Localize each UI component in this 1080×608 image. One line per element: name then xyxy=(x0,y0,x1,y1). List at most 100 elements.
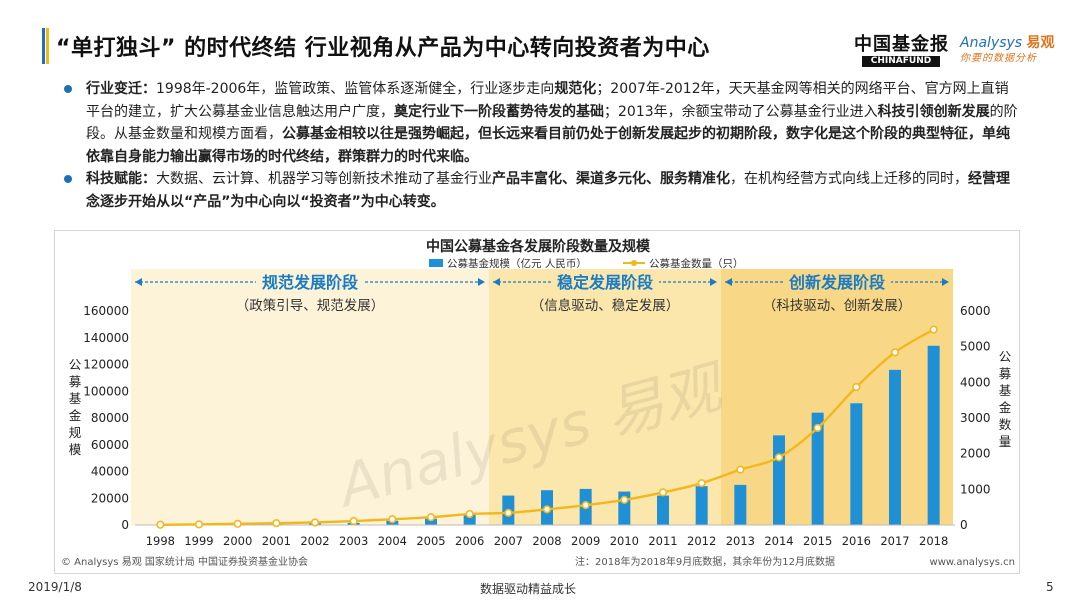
x-tick-label: 2007 xyxy=(494,534,523,548)
stage-band xyxy=(721,269,953,525)
stage-label-bg xyxy=(256,271,364,293)
y-left-tick-label: 140000 xyxy=(83,331,129,345)
bullet-emphasis: 规范化 xyxy=(554,81,597,97)
line-point-mark xyxy=(620,495,629,504)
line-point-mark xyxy=(233,519,242,528)
y-right-tick-label: 6000 xyxy=(960,304,991,318)
y-left-tick-label: 20000 xyxy=(91,491,129,505)
chart-site: www.analysys.cn xyxy=(930,557,1015,568)
y-right-tick-label: 2000 xyxy=(960,447,991,461)
bullet-emphasis: 科技引领创新发展 xyxy=(877,103,990,120)
stage-desc: （信息驱动、稳定发展） xyxy=(531,297,680,314)
line-point-mark xyxy=(813,423,822,433)
x-tick-label: 2012 xyxy=(687,534,716,548)
bullet-text: 1998年-2006年，监管政策、监管体系逐渐健全，行业逐步走向规范化；2007… xyxy=(86,81,1018,165)
y-right-tick-label: 0 xyxy=(960,518,968,532)
analysys-logo: Analysys 易观 你要的数据分析 xyxy=(960,34,1064,70)
analysys-logo-cn: 易观 xyxy=(1026,35,1055,51)
chart-title: 中国公募基金各发展阶段数量及规模 xyxy=(426,238,651,255)
stage-name: 稳定发展阶段 xyxy=(557,273,654,292)
analysys-logo-en: Analysys xyxy=(960,35,1023,51)
y-left-axis-title-char: 基 xyxy=(69,391,82,406)
stage-label-bg xyxy=(551,271,659,293)
chinafund-logo: 中国基金报 CHINAFUND xyxy=(854,34,958,70)
bar-mark xyxy=(889,369,901,525)
legend-bar-swatch xyxy=(429,259,443,267)
bullet-run: ；2013年，余额宝带动了公募基金行业进入 xyxy=(604,103,878,120)
bar-mark xyxy=(850,403,863,525)
footer-date: 2019/1/8 xyxy=(28,580,82,594)
bullet-run: 的阶段。从基金数量和规模方面看， xyxy=(86,103,1018,143)
bullet-lead: 行业变迁： xyxy=(86,81,156,97)
line-point-mark xyxy=(388,515,397,524)
line-point-mark xyxy=(542,505,552,514)
y-right-tick-label: 1000 xyxy=(960,482,991,496)
y-right-tick-label: 5000 xyxy=(960,340,991,354)
y-right-axis-title-char: 量 xyxy=(999,434,1012,449)
x-tick-label: 2010 xyxy=(610,534,639,548)
y-left-tick-label: 120000 xyxy=(83,358,129,372)
stage-band xyxy=(489,269,721,525)
y-left-tick-label: 100000 xyxy=(83,384,129,398)
y-left-axis-title-char: 规 xyxy=(69,425,82,440)
bullet-run: ；2007年-2012年，天天基金网等相关的网络平台、官方网上直销平台的建立，扩… xyxy=(86,81,1009,120)
y-left-tick-label: 40000 xyxy=(91,465,129,479)
x-tick-label: 2018 xyxy=(919,534,948,548)
stage-arrow-right-icon xyxy=(478,278,485,286)
x-tick-label: 2000 xyxy=(223,534,252,548)
stage-name: 创新发展阶段 xyxy=(788,273,886,292)
x-tick-label: 2002 xyxy=(300,534,329,548)
legend-bar-label: 公募基金规模（亿元 人民币） xyxy=(447,257,587,270)
stage-desc: （政策引导、规范发展） xyxy=(236,297,385,314)
bullet-run: 大数据、云计算、机器学习等创新技术推动了基金行业 xyxy=(156,171,492,188)
bullet-run: 1998年-2006年，监管政策、监管体系逐渐健全，行业逐步走向 xyxy=(156,81,555,97)
x-tick-label: 2008 xyxy=(532,534,561,548)
chart-container: 规范发展阶段 （政策引导、规范发展） 稳定发展阶段 （信息驱动、稳定发展） 创新发展阶段… xyxy=(54,230,1020,574)
line-point-mark xyxy=(310,518,320,527)
chart-source: © Analysys 易观 国家统计局 中国证券投资基金业协会 xyxy=(61,555,308,568)
line-point-mark xyxy=(272,519,281,528)
stage-name: 规范发展阶段 xyxy=(262,273,359,292)
y-left-axis-title-char: 模 xyxy=(69,442,82,457)
x-tick-label: 2011 xyxy=(648,534,677,548)
x-tick-label: 2006 xyxy=(455,534,484,548)
x-tick-label: 2016 xyxy=(842,534,871,548)
stage-arrow-left-icon xyxy=(725,278,732,286)
y-left-tick-label: 80000 xyxy=(91,411,129,425)
bar-mark xyxy=(734,484,747,525)
y-right-axis-title-char: 募 xyxy=(999,366,1012,381)
bar-mark xyxy=(927,345,940,525)
chinafund-logo-cn: 中国基金报 xyxy=(854,34,949,55)
x-tick-label: 2005 xyxy=(416,534,445,548)
line-point-mark xyxy=(890,348,900,357)
line-point-mark xyxy=(504,508,513,517)
chinafund-logo-en: CHINAFUND xyxy=(862,56,940,67)
legend-line-marker xyxy=(631,260,637,266)
bar-mark xyxy=(425,518,437,525)
bullet-list: 行业变迁：1998年-2006年，监管政策、监管体系逐渐健全，行业逐步走向规范化… xyxy=(60,78,1020,214)
footer-slogan: 数据驱动精益成长 xyxy=(480,582,577,596)
line-point-mark xyxy=(194,520,204,529)
y-right-tick-label: 4000 xyxy=(960,375,991,389)
stage-arrow-right-icon xyxy=(710,278,717,286)
stage-arrow-left-icon xyxy=(493,278,500,286)
x-tick-label: 2014 xyxy=(764,534,793,548)
stage-arrow-right-icon xyxy=(942,278,949,286)
chart-note: 注：2018年为2018年9月底数据，其余年份为12月底数据 xyxy=(575,555,835,568)
line-point-mark xyxy=(697,479,706,488)
x-tick-label: 2003 xyxy=(339,534,368,548)
bullet-emphasis: 经营理念逐步开始从以“产品”为中心向以“投资者”为中心转变。 xyxy=(86,171,1010,210)
bullet-emphasis: 奠定行业下一阶段蓄势待发的基础 xyxy=(394,103,604,120)
page-title: “单打独斗” 的时代终结 行业视角从产品为中心转向投资者为中心 xyxy=(56,36,710,61)
x-tick-label: 2009 xyxy=(571,534,600,548)
line-point-mark xyxy=(465,509,474,519)
x-tick-label: 2013 xyxy=(726,534,755,548)
y-left-tick-label: 0 xyxy=(121,518,129,532)
bullet-emphasis: 产品丰富化、渠道多元化、服务精准化 xyxy=(492,171,730,188)
x-tick-label: 2017 xyxy=(880,534,909,548)
bullet-run: ，在机构经营方式向线上迁移的同时， xyxy=(730,171,968,188)
bar-mark xyxy=(811,412,824,525)
bullet-industry-change: 行业变迁：1998年-2006年，监管政策、监管体系逐渐健全，行业逐步走向规范化… xyxy=(60,78,1020,168)
bullet-text: 大数据、云计算、机器学习等创新技术推动了基金行业产品丰富化、渠道多元化、服务精准… xyxy=(86,171,1010,210)
y-left-axis-title-char: 募 xyxy=(69,374,82,389)
